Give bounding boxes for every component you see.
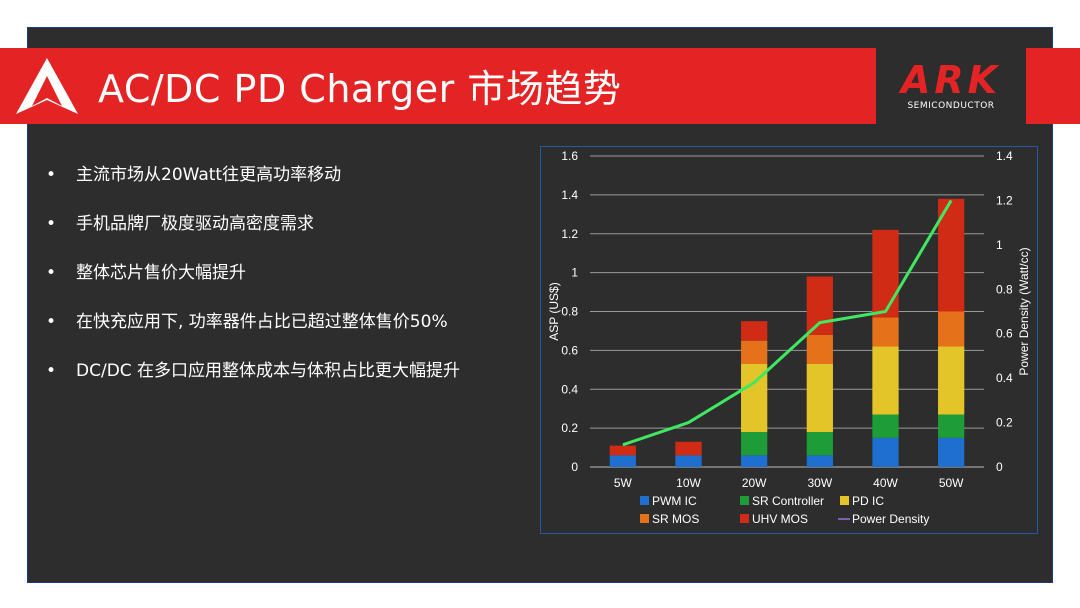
- legend-swatch: [640, 496, 649, 505]
- y-tick-label: 0: [571, 460, 578, 474]
- y-tick-label: 0.2: [561, 421, 578, 435]
- bar-segment: [806, 334, 833, 364]
- bar-segment: [675, 455, 702, 467]
- brand-name: ARK: [900, 58, 1002, 102]
- bar-segment: [938, 437, 965, 467]
- x-tick-label: 40W: [873, 476, 898, 490]
- legend-swatch: [840, 496, 849, 505]
- bar-segment: [806, 432, 833, 456]
- bullet-text: 在快充应用下, 功率器件占比已超过整体售价50%: [76, 312, 448, 332]
- bullet-item: • DC/DC 在多口应用整体成本与体积占比更大幅提升: [46, 356, 546, 405]
- bullet-text: DC/DC 在多口应用整体成本与体积占比更大幅提升: [76, 361, 461, 381]
- bullet-list: • 主流市场从20Watt往更高功率移动 • 手机品牌厂极度驱动高密度需求 • 整体芯…: [46, 160, 546, 405]
- bar-segment: [806, 363, 833, 433]
- bullet-text: 整体芯片售价大幅提升: [76, 263, 246, 283]
- bar-segment: [741, 432, 768, 456]
- bullet-symbol: •: [46, 165, 57, 185]
- legend-label: PD IC: [852, 494, 884, 508]
- y-tick-label: 1.2: [561, 227, 578, 241]
- bullet-symbol: •: [46, 263, 57, 283]
- y-tick-label: 0.6: [561, 343, 578, 357]
- bar-segment: [609, 445, 636, 456]
- bar-segment: [872, 317, 899, 347]
- title-bar-end: [1026, 48, 1080, 124]
- stacked-bar-chart: 0 0.2 0.4 0.6 0.8 1 1.2 1.4 1.6 0 0.2 0.4 0.6 0.8 1 1.2…: [547, 149, 1031, 526]
- y2-tick-label: 0.6: [996, 327, 1013, 341]
- bullet-item: • 主流市场从20Watt往更高功率移动: [46, 160, 546, 209]
- x-tick-label: 5W: [614, 476, 633, 490]
- y2-tick-label: 1.4: [996, 149, 1013, 163]
- bar-segment: [872, 437, 899, 467]
- y2-tick-label: 1.2: [996, 193, 1013, 207]
- bullet-item: • 手机品牌厂极度驱动高密度需求: [46, 209, 546, 258]
- bullet-item: • 整体芯片售价大幅提升: [46, 258, 546, 307]
- bar-segment: [938, 346, 965, 415]
- bar-segment: [872, 346, 899, 415]
- bullet-text: 主流市场从20Watt往更高功率移动: [76, 165, 342, 185]
- y2-tick-label: 1: [996, 238, 1003, 252]
- y-tick-label: 1: [571, 266, 578, 280]
- y-tick-label: 1.6: [561, 149, 578, 163]
- y-tick-label: 0.8: [561, 305, 578, 319]
- legend-swatch: [640, 514, 649, 523]
- bar-segment: [675, 441, 702, 456]
- y2-tick-label: 0.4: [996, 371, 1013, 385]
- y2-tick-label: 0.8: [996, 282, 1013, 296]
- x-tick-label: 30W: [807, 476, 832, 490]
- bullet-item: • 在快充应用下, 功率器件占比已超过整体售价50%: [46, 307, 546, 356]
- legend-label: UHV MOS: [752, 512, 808, 526]
- legend-label: SR MOS: [652, 512, 699, 526]
- chart-frame: 0 0.2 0.4 0.6 0.8 1 1.2 1.4 1.6 0 0.2 0.4 0.6 0.8 1 1.2…: [540, 146, 1038, 534]
- bar-segment: [938, 311, 965, 347]
- y2-axis-title: Power Density (Watt/cc): [1017, 247, 1031, 375]
- bar-segment: [741, 340, 768, 364]
- x-tick-label: 20W: [742, 476, 767, 490]
- bar-segment: [938, 414, 965, 438]
- legend-label: PWM IC: [652, 494, 697, 508]
- bullet-symbol: •: [46, 361, 57, 381]
- bar-segment: [806, 276, 833, 335]
- x-tick-label: 10W: [676, 476, 701, 490]
- brand-logo: ARK SEMICONDUCTOR: [886, 60, 1016, 116]
- y2-tick-label: 0: [996, 460, 1003, 474]
- bullet-text: 手机品牌厂极度驱动高密度需求: [76, 214, 314, 234]
- y-tick-label: 0.4: [561, 382, 578, 396]
- y-axis-title: ASP (US$): [547, 282, 561, 340]
- page-title: AC/DC PD Charger 市场趋势: [98, 67, 622, 111]
- y2-tick-label: 0.2: [996, 416, 1013, 430]
- y-tick-label: 1.4: [561, 188, 578, 202]
- x-tick-label: 50W: [939, 476, 964, 490]
- bar-segment: [609, 455, 636, 467]
- brand-area: [876, 48, 1026, 124]
- triangle-logo-icon: [16, 58, 78, 114]
- brand-subtitle: SEMICONDUCTOR: [907, 101, 995, 111]
- bar-segment: [741, 455, 768, 467]
- legend-swatch: [740, 514, 749, 523]
- bar-segment: [872, 414, 899, 438]
- bar-segment: [741, 321, 768, 341]
- legend-swatch: [740, 496, 749, 505]
- legend-label: Power Density: [852, 512, 929, 526]
- power-density-line: [622, 199, 953, 447]
- bullet-symbol: •: [46, 312, 57, 332]
- bar-segment: [872, 229, 899, 318]
- bullet-symbol: •: [46, 214, 57, 234]
- bar-segment: [806, 455, 833, 467]
- legend-label: SR Controller: [752, 494, 824, 508]
